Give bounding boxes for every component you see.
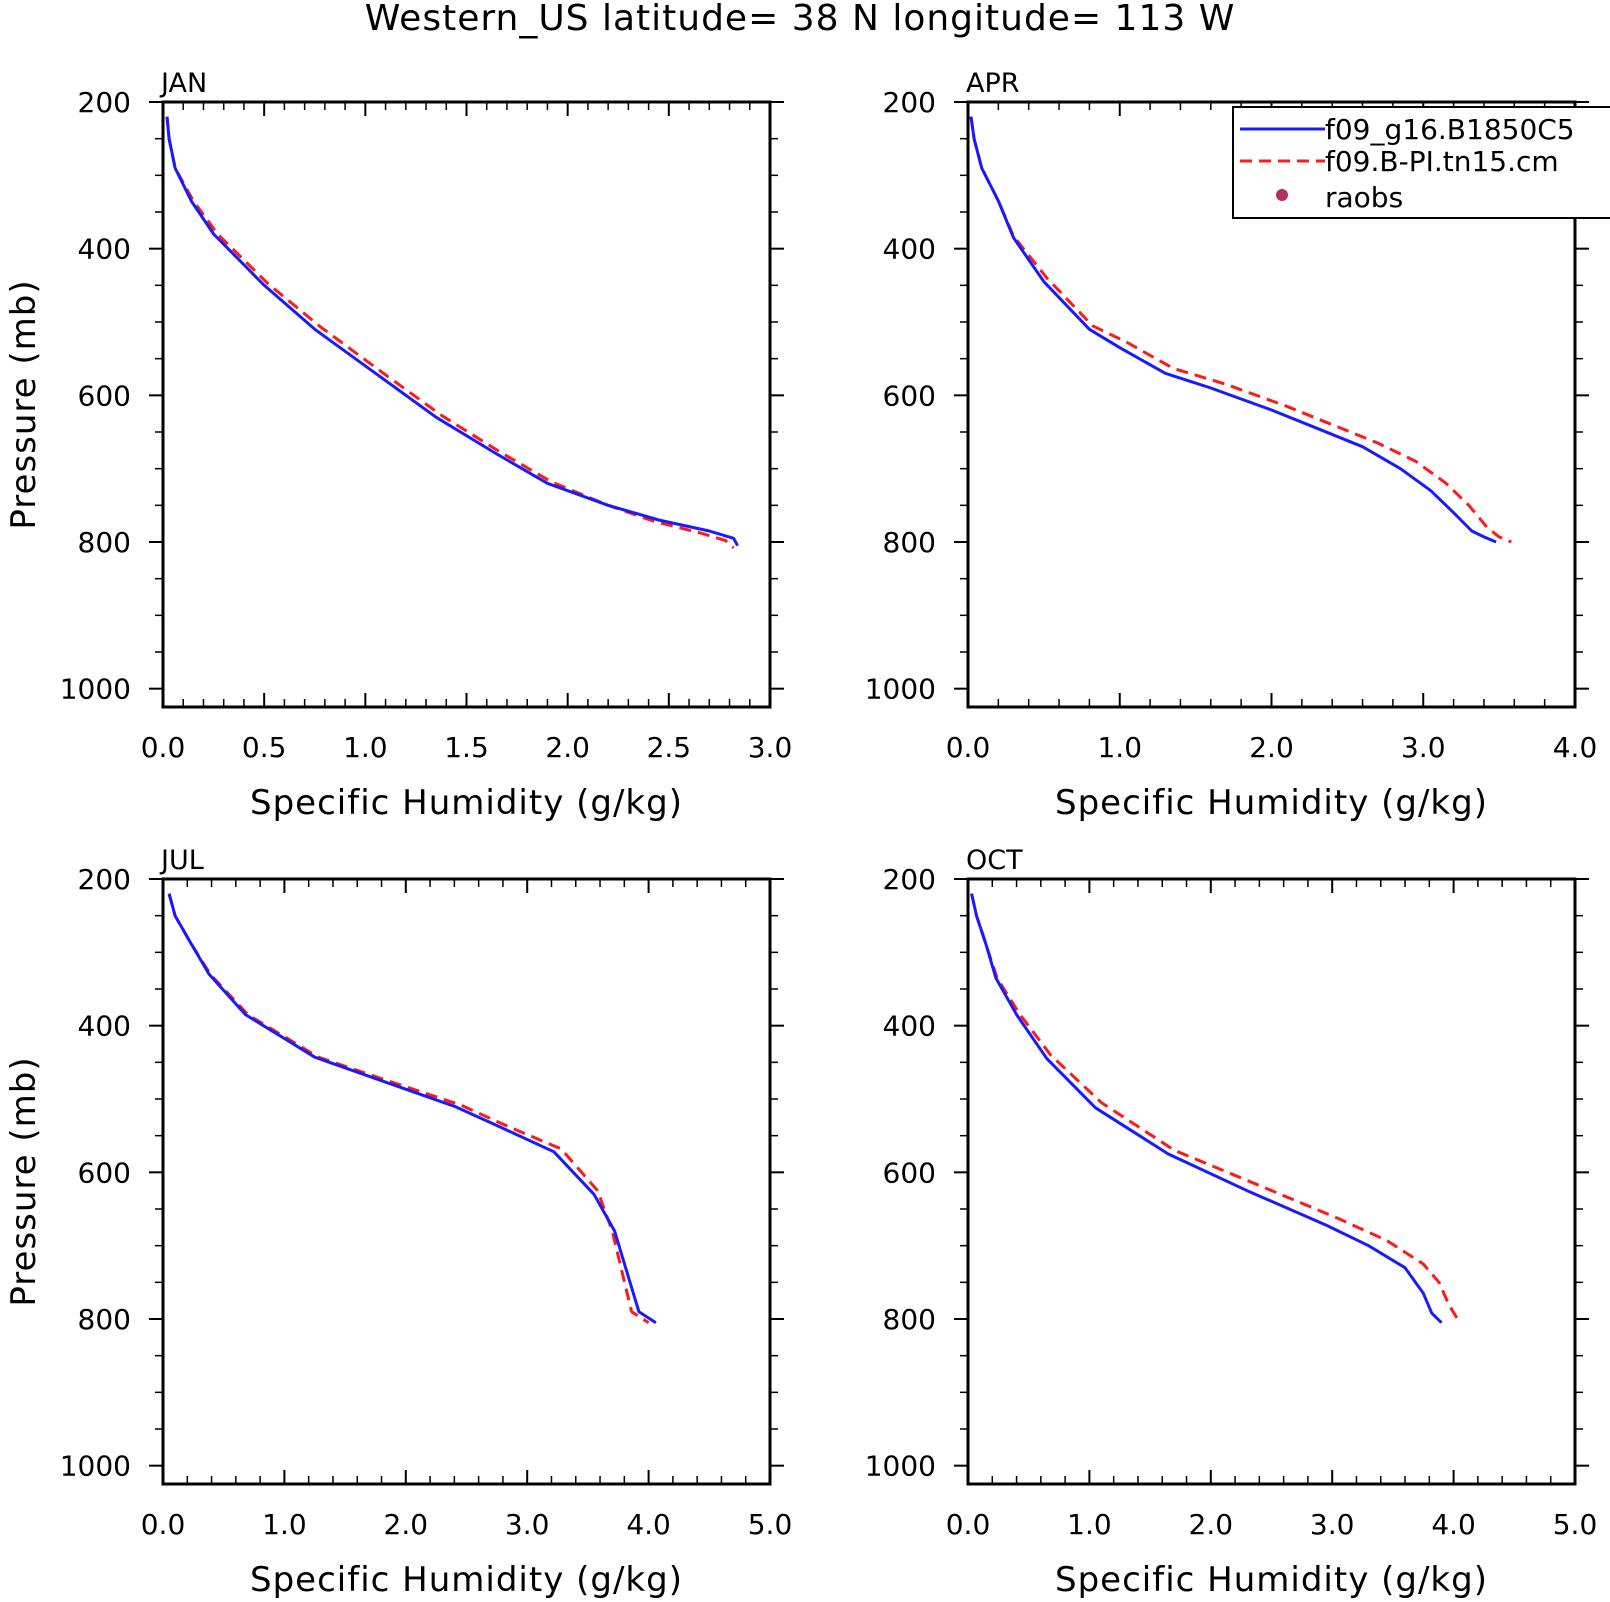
figure-title: Western_US latitude= 38 N longitude= 113… xyxy=(365,0,1236,39)
panel-title: OCT xyxy=(966,845,1023,876)
y-tick-label: 400 xyxy=(883,1010,936,1043)
x-tick-label: 4.0 xyxy=(626,1508,671,1541)
legend-box xyxy=(1232,106,1610,219)
plot-frame xyxy=(161,877,772,1486)
y-tick-label: 800 xyxy=(883,526,936,559)
x-tick-label: 1.0 xyxy=(262,1508,307,1541)
x-tick-label: 1.5 xyxy=(444,731,489,764)
plot-frame xyxy=(966,877,1577,1486)
y-tick-label: 400 xyxy=(78,1010,131,1043)
x-tick-label: 3.0 xyxy=(1310,1508,1355,1541)
y-tick-label: 1000 xyxy=(865,1450,936,1483)
legend: f09_g16.B1850C5 f09.B-PI.tn15.cm raobs xyxy=(1232,106,1610,219)
x-tick-label: 2.0 xyxy=(384,1508,429,1541)
panel-jul: JUL Specific Humidity (g/kg) Pressure (m… xyxy=(4,845,792,1600)
y-axis-label: Pressure (mb) xyxy=(4,279,44,529)
x-tick-label: 5.0 xyxy=(748,1508,793,1541)
x-tick-label: 2.0 xyxy=(1249,731,1294,764)
x-tick-label: 3.0 xyxy=(1401,731,1446,764)
panel-title: APR xyxy=(966,68,1020,99)
y-tick-label: 1000 xyxy=(865,673,936,706)
x-tick-label: 1.0 xyxy=(1067,1508,1112,1541)
x-axis-label: Specific Humidity (g/kg) xyxy=(1055,783,1488,823)
x-tick-label: 1.0 xyxy=(343,731,388,764)
panel-title: JAN xyxy=(159,68,207,99)
x-tick-label: 4.0 xyxy=(1431,1508,1476,1541)
series-line-dashed xyxy=(970,893,1461,1324)
x-tick-label: 0.0 xyxy=(946,731,991,764)
y-tick-label: 1000 xyxy=(60,673,131,706)
x-tick-label: 2.5 xyxy=(647,731,692,764)
panel-title: JUL xyxy=(159,845,204,876)
y-tick-label: 600 xyxy=(78,1156,131,1189)
y-tick-label: 400 xyxy=(883,233,936,266)
y-tick-label: 200 xyxy=(78,863,131,896)
series-line-solid xyxy=(969,116,1497,544)
x-tick-label: 0.0 xyxy=(141,731,186,764)
x-axis-label: Specific Humidity (g/kg) xyxy=(1055,1560,1488,1600)
y-tick-label: 200 xyxy=(883,863,936,896)
y-tick-label: 800 xyxy=(883,1303,936,1336)
legend-label: f09.B-PI.tn15.cm xyxy=(1325,145,1559,178)
plot-frame xyxy=(161,100,772,709)
y-tick-label: 200 xyxy=(78,86,131,119)
y-tick-label: 200 xyxy=(883,86,936,119)
x-axis-label: Specific Humidity (g/kg) xyxy=(250,783,683,823)
y-tick-label: 600 xyxy=(78,379,131,412)
y-tick-label: 600 xyxy=(883,1156,936,1189)
x-tick-label: 2.0 xyxy=(1189,1508,1234,1541)
x-tick-label: 5.0 xyxy=(1553,1508,1598,1541)
legend-label: raobs xyxy=(1325,181,1403,214)
y-tick-label: 1000 xyxy=(60,1450,131,1483)
series-line-solid xyxy=(167,893,657,1324)
x-tick-label: 3.0 xyxy=(505,1508,550,1541)
y-tick-label: 600 xyxy=(883,379,936,412)
x-tick-label: 0.5 xyxy=(242,731,287,764)
y-tick-label: 400 xyxy=(78,233,131,266)
legend-swatch-dot xyxy=(1276,189,1288,201)
y-tick-label: 800 xyxy=(78,526,131,559)
x-tick-label: 3.0 xyxy=(748,731,793,764)
x-tick-label: 4.0 xyxy=(1553,731,1598,764)
x-tick-label: 0.0 xyxy=(141,1508,186,1541)
panel-jan: JAN Specific Humidity (g/kg) Pressure (m… xyxy=(4,68,792,823)
series-line-dashed xyxy=(165,116,735,550)
series-line-dashed xyxy=(969,116,1512,544)
x-axis-label: Specific Humidity (g/kg) xyxy=(250,1560,683,1600)
legend-label: f09_g16.B1850C5 xyxy=(1325,113,1575,146)
series-line-solid xyxy=(970,893,1443,1324)
y-axis-label: Pressure (mb) xyxy=(4,1056,44,1306)
series-line-solid xyxy=(165,116,739,547)
x-tick-label: 1.0 xyxy=(1097,731,1142,764)
x-tick-label: 2.0 xyxy=(545,731,590,764)
x-tick-label: 0.0 xyxy=(946,1508,991,1541)
y-tick-label: 800 xyxy=(78,1303,131,1336)
series-line-dashed xyxy=(167,893,650,1324)
panel-oct: OCT Specific Humidity (g/kg) 0.0 1.0 2.0 3.… xyxy=(865,845,1598,1600)
